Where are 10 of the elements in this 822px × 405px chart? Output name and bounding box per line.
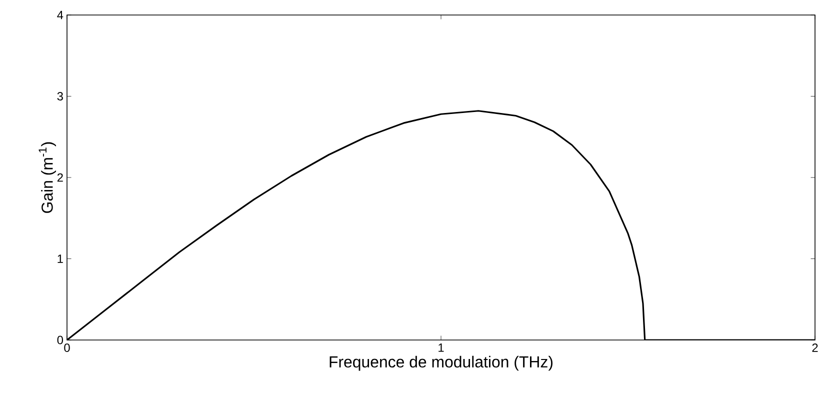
y-axis-title: Gain (m$^{-1}$)	[38, 142, 56, 213]
y-tick-label: 2	[57, 173, 63, 182]
x-tick-label: 0	[64, 344, 70, 352]
x-tick-label: 2	[812, 344, 818, 352]
x-axis-title: Frequence de modulation (THz)	[330, 356, 552, 371]
y-tick-label: 3	[57, 92, 63, 100]
y-tick-label: 0	[57, 336, 64, 344]
y-tick-label: 1	[58, 254, 63, 263]
y-tick-label: 4	[57, 10, 64, 20]
x-tick-label: 1	[438, 344, 444, 352]
